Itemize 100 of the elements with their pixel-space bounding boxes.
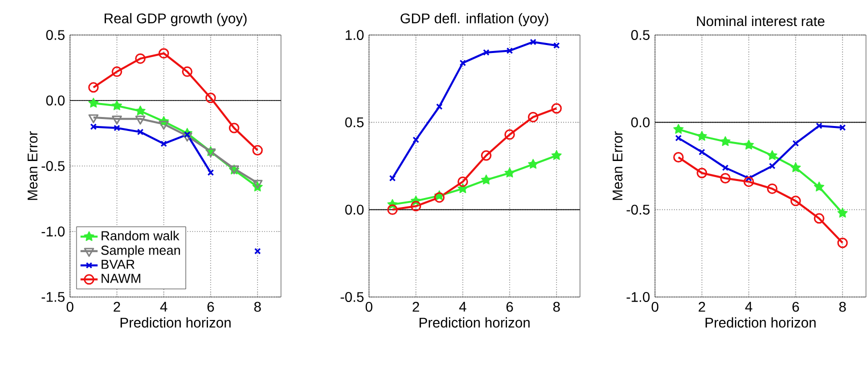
point [722,164,729,172]
point [88,98,99,108]
point [482,49,490,56]
x-tick-label: 4 [160,302,168,312]
x-tick-label: 0 [66,302,74,312]
legend-label: Sample mean [101,245,180,258]
point [720,172,731,184]
point [182,66,192,77]
point [504,129,515,140]
y-tick-label: -1.5 [42,292,65,302]
point [814,182,824,192]
x-tick-label: 2 [114,302,120,312]
y-tick-label: 1.0 [346,30,364,40]
point [504,168,515,178]
point [387,204,398,215]
x-tick-label: 8 [553,302,560,312]
x-tick-label: 8 [254,302,261,312]
x-tick-label: 2 [698,302,706,312]
point [112,100,122,110]
y-tick-label: 0.5 [631,30,650,40]
chart-title: GDP defl. inflation (yoy) [400,13,548,26]
chart-title: Real GDP growth (yoy) [104,13,247,26]
y-tick-label: 0.0 [345,204,364,215]
y-tick-label: -0.5 [626,204,650,215]
x-tick-label: 0 [366,302,372,312]
point [228,122,240,134]
point [551,150,562,160]
y-tick-label: 0.0 [46,96,65,106]
point [790,162,801,172]
y-tick-label: 0.0 [631,117,650,128]
x-tick-label: 0 [652,302,658,312]
point [696,168,708,178]
y-tick-label: -1.0 [626,292,650,302]
point [744,176,754,187]
point [205,92,216,104]
point [458,183,468,194]
y-tick-label: -0.5 [42,161,65,171]
point [530,38,536,46]
point [790,196,801,206]
point [434,192,445,203]
x-tick-label: 2 [412,302,420,312]
x-tick-label: 4 [745,302,752,312]
point [837,238,848,248]
legend-label: NAWM [102,274,140,283]
point [252,180,263,189]
point [768,162,776,170]
point [696,130,708,141]
point [112,66,122,77]
point [460,60,466,66]
point [88,82,99,93]
point [182,132,192,142]
x-axis-title: Prediction horizon [420,317,530,328]
point [744,140,754,150]
point [792,140,799,147]
x-axis-title: Prediction horizon [706,317,816,328]
x-tick-label: 6 [506,302,513,312]
point [158,48,170,59]
y-tick-label: 0.5 [46,30,65,40]
x-tick-label: 8 [839,302,846,312]
point [114,124,120,132]
point [88,114,98,124]
point [816,122,822,130]
point [135,53,146,64]
x-axis-title: Prediction horizon [120,317,231,328]
point [252,145,263,156]
point [720,136,730,146]
x-tick-label: 6 [207,302,214,312]
point [137,128,144,136]
point [506,47,513,54]
point [254,248,261,254]
point [112,116,122,125]
y-tick-label: -0.5 [340,292,364,302]
point [528,158,538,169]
point [158,120,169,130]
point [410,200,422,212]
point [160,140,168,148]
point [135,116,146,125]
y-axis-title: Mean Error [28,131,38,200]
point [412,136,420,144]
point [551,103,562,114]
point [673,152,684,163]
y-tick-label: -1.0 [42,226,65,236]
y-axis-title: Mean Error [612,131,622,200]
point [766,183,778,194]
point [184,131,190,138]
point [436,103,443,110]
x-tick-label: 6 [792,302,799,312]
point [481,174,492,184]
y-tick-label: 0.5 [345,117,364,128]
legend-label: Random walk [102,230,180,240]
legend-label: BVAR [102,260,134,269]
point [480,150,492,161]
point [837,208,848,218]
point [746,174,752,182]
x-tick-label: 4 [459,302,466,312]
chart-title: Nominal interest rate [697,16,824,26]
point [767,150,778,160]
point [458,176,468,187]
point [698,148,706,156]
point [673,124,684,134]
